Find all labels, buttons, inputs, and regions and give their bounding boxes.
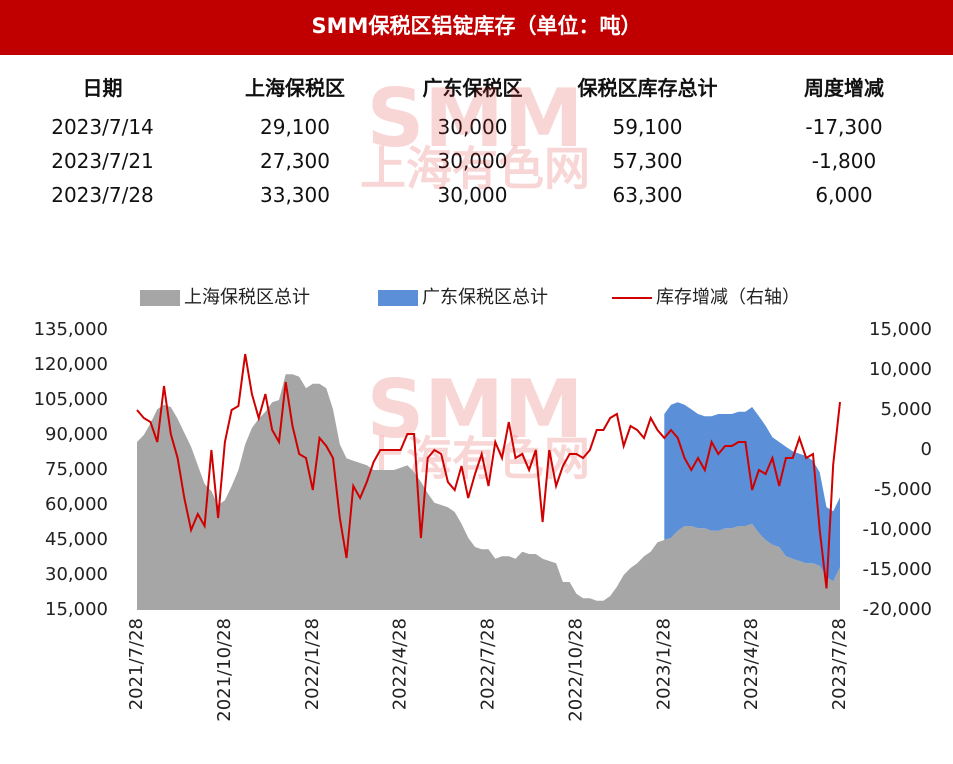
x-tick-label: 2023/1/28 [653,618,674,710]
x-tick-label: 2022/10/28 [565,618,586,722]
cell: 29,100 [260,115,330,139]
cell: -1,800 [811,149,877,173]
area [137,374,840,610]
y-tick-label: 30,000 [45,564,108,585]
header-cell: 保税区库存总计 [577,75,718,100]
y-tick-label: 75,000 [45,459,108,480]
cell: 2023/7/28 [51,183,154,207]
x-tick-label: 2022/7/28 [478,618,499,710]
table-row: 2023/7/28 33,300 30,000 63,300 6,000 [0,178,953,212]
y2-tick-label: 10,000 [869,359,932,380]
y-tick-label: 105,000 [34,389,108,410]
watermark: SMM [367,363,584,456]
y2-tick-label: -15,000 [863,559,932,580]
y2-tick-label: 15,000 [869,319,932,340]
legend-label: 广东保税区总计 [422,287,548,308]
legend-swatch [378,290,418,306]
y2-tick-label: 5,000 [880,399,932,420]
cell: 59,100 [612,115,683,139]
area [664,402,840,582]
header-cell: 上海保税区 [245,75,345,100]
summary-table: 日期 上海保税区 广东保税区 保税区库存总计 周度增减 2023/7/14 29,… [0,62,953,212]
y-tick-label: 90,000 [45,424,108,445]
y2-tick-label: 0 [921,439,932,460]
cell: 63,300 [612,183,683,207]
y-tick-label: 15,000 [45,599,108,620]
x-tick-label: 2022/1/28 [302,618,323,710]
cell: 30,000 [437,115,508,139]
cell: 6,000 [815,183,873,207]
x-tick-label: 2023/7/28 [829,618,850,710]
cell: 30,000 [437,149,508,173]
table-row: 2023/7/21 27,300 30,000 57,300 -1,800 [0,144,953,178]
x-tick-label: 2023/4/28 [741,618,762,710]
cell: 2023/7/21 [51,149,154,173]
table-row: 2023/7/14 29,100 30,000 59,100 -17,300 [0,110,953,144]
x-tick-label: 2022/4/28 [390,618,411,710]
cell: 27,300 [260,149,330,173]
legend-label: 上海保税区总计 [184,287,310,308]
cell: -17,300 [805,115,883,139]
table-header: 日期 上海保税区 广东保税区 保税区库存总计 周度增减 [0,62,953,110]
y-tick-label: 45,000 [45,529,108,550]
legend-swatch [140,290,180,306]
line [136,353,841,589]
header-cell: 日期 [82,75,123,100]
cell: 57,300 [612,149,683,173]
title: SMM保税区铝锭库存（单位：吨） [0,0,953,55]
cell: 30,000 [437,183,508,207]
y2-tick-label: -5,000 [874,479,932,500]
y-tick-label: 60,000 [45,494,108,515]
legend-label: 库存增减（右轴） [656,287,800,308]
y-tick-label: 120,000 [34,354,108,375]
y-tick-label: 135,000 [34,319,108,340]
watermark: 上海有色网 [360,142,590,196]
x-tick-label: 2021/10/28 [214,618,235,722]
y2-tick-label: -10,000 [863,519,932,540]
cell: 33,300 [260,183,330,207]
cell: 2023/7/14 [51,115,154,139]
header-cell: 广东保税区 [422,75,523,100]
y2-tick-label: -20,000 [863,599,932,620]
header-cell: 周度增减 [804,75,884,100]
watermark: SMM [367,72,584,165]
x-tick-label: 2021/7/28 [126,618,147,710]
